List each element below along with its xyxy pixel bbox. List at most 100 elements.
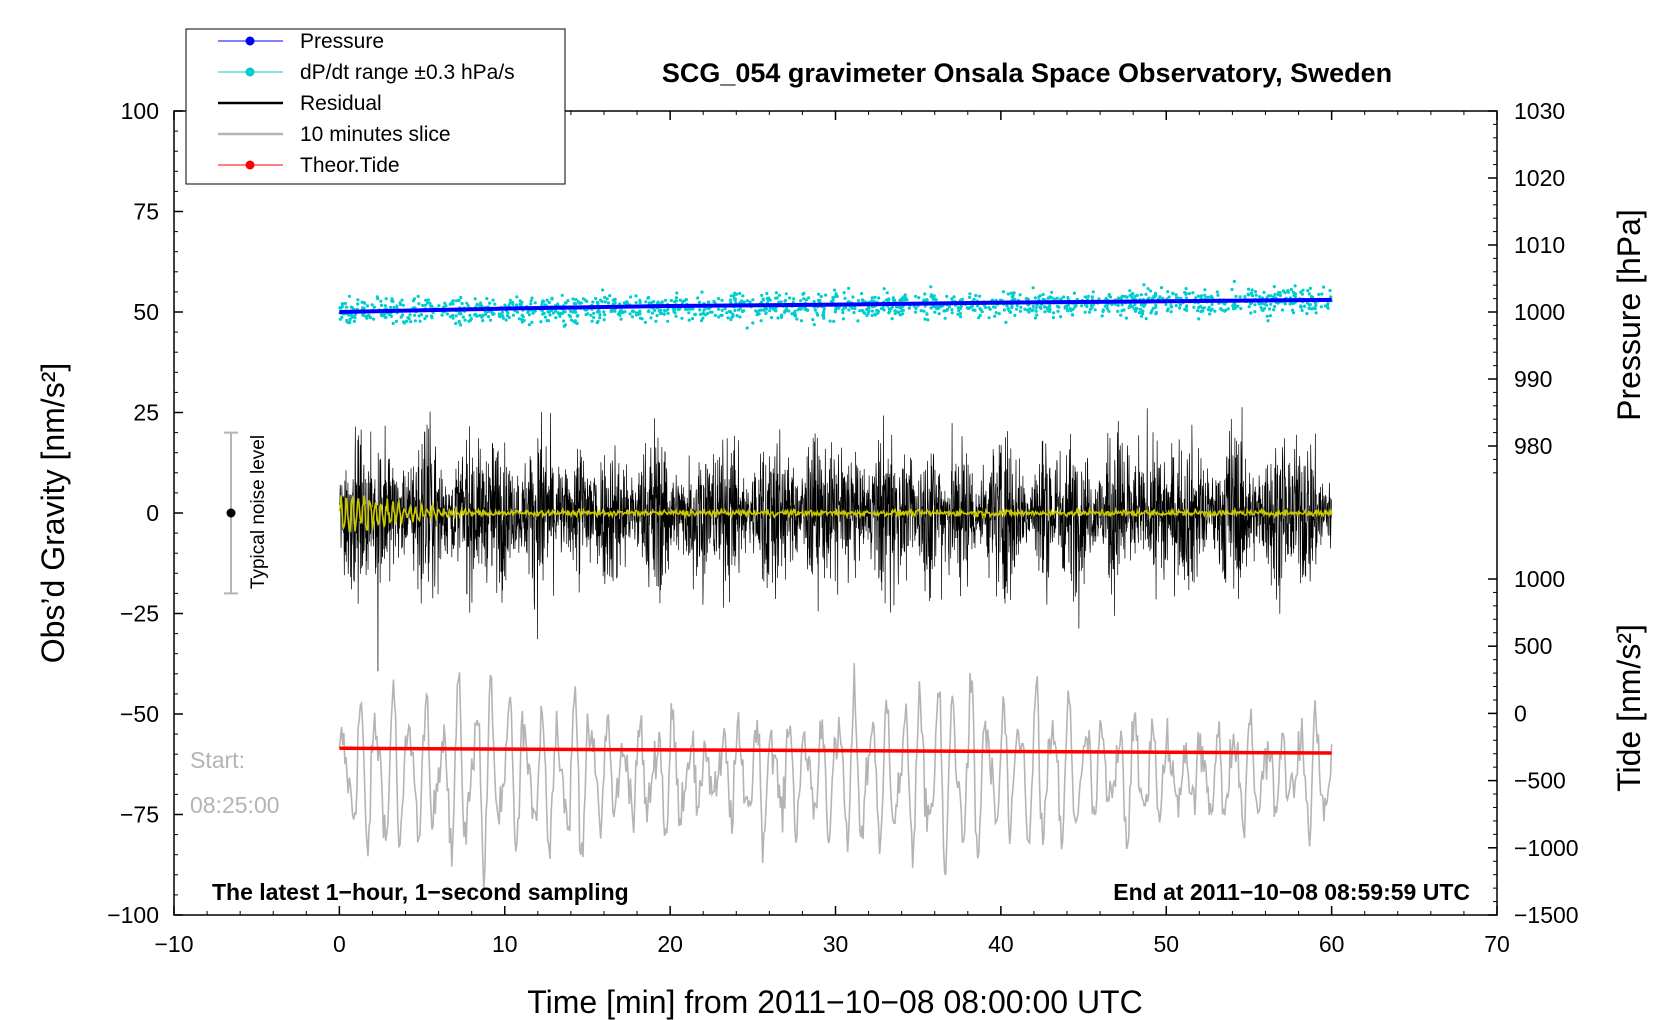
y-left-tick-label: 25 xyxy=(133,400,159,426)
dpdt-point xyxy=(1106,307,1110,311)
dpdt-point xyxy=(687,311,691,315)
dpdt-point xyxy=(1226,307,1230,311)
dpdt-point xyxy=(735,292,739,296)
dpdt-point xyxy=(1232,279,1236,283)
dpdt-point xyxy=(958,311,963,316)
dpdt-point xyxy=(1107,309,1111,313)
dpdt-point xyxy=(1116,303,1120,307)
dpdt-point xyxy=(748,300,752,304)
dpdt-point xyxy=(1023,307,1027,311)
y-left-tick-label: −100 xyxy=(107,902,159,928)
legend-label: Theor.Tide xyxy=(300,154,400,177)
dpdt-point xyxy=(1303,304,1307,308)
dpdt-point xyxy=(409,320,413,324)
dpdt-point xyxy=(503,303,507,307)
dpdt-point xyxy=(1251,294,1255,298)
dpdt-point xyxy=(1146,287,1150,291)
dpdt-point xyxy=(338,306,342,310)
dpdt-point xyxy=(1007,309,1011,313)
dpdt-point xyxy=(720,313,724,317)
dpdt-point xyxy=(801,292,805,296)
dpdt-point xyxy=(1196,309,1200,313)
dpdt-point xyxy=(426,301,430,305)
dpdt-point xyxy=(769,316,774,320)
dpdt-point xyxy=(993,314,997,318)
dpdt-point xyxy=(1010,295,1014,299)
dpdt-point xyxy=(832,288,837,292)
dpdt-point xyxy=(882,287,886,291)
dpdt-point xyxy=(353,316,357,320)
dpdt-point xyxy=(887,297,891,301)
dpdt-point xyxy=(1154,310,1158,315)
dpdt-point xyxy=(783,299,787,303)
dpdt-point xyxy=(390,297,394,301)
dpdt-point xyxy=(844,306,848,310)
dpdt-point xyxy=(417,302,421,306)
dpdt-point xyxy=(712,299,716,304)
dpdt-point xyxy=(974,293,978,298)
dpdt-point xyxy=(873,312,877,316)
dpdt-point xyxy=(1116,309,1120,313)
dpdt-point xyxy=(882,308,886,312)
dpdt-point xyxy=(603,295,607,300)
dpdt-point xyxy=(1041,292,1045,296)
dpdt-point xyxy=(819,295,823,299)
dpdt-point xyxy=(1203,288,1207,292)
dpdt-point xyxy=(572,301,576,306)
dpdt-point xyxy=(1038,305,1042,309)
dpdt-point xyxy=(1206,295,1211,299)
dpdt-point xyxy=(979,308,983,312)
dpdt-point xyxy=(356,298,360,302)
dpdt-point xyxy=(815,311,819,315)
legend-label: dP/dt range ±0.3 hPa/s xyxy=(300,61,515,84)
dpdt-point xyxy=(1216,293,1220,297)
dpdt-point xyxy=(1272,308,1276,312)
dpdt-point xyxy=(1070,313,1075,317)
tide-series xyxy=(339,746,1332,755)
dpdt-point xyxy=(459,323,463,327)
dpdt-point xyxy=(1314,303,1318,307)
dpdt-point xyxy=(821,314,826,318)
dpdt-point xyxy=(1005,304,1009,308)
dpdt-point xyxy=(1103,304,1107,308)
dpdt-point xyxy=(867,309,871,313)
dpdt-point xyxy=(971,308,975,312)
dpdt-point xyxy=(515,310,520,314)
dpdt-point xyxy=(1300,308,1304,313)
dpdt-point xyxy=(759,319,763,323)
dpdt-point xyxy=(972,297,976,301)
dpdt-point xyxy=(1201,309,1205,313)
dpdt-point xyxy=(841,317,846,321)
dpdt-point xyxy=(398,301,402,305)
dpdt-point xyxy=(713,313,717,317)
dpdt-point xyxy=(1204,295,1208,299)
dpdt-point xyxy=(1326,301,1330,306)
dpdt-point xyxy=(546,310,550,314)
dpdt-point xyxy=(630,315,635,319)
dpdt-point xyxy=(569,309,573,313)
dpdt-point xyxy=(520,318,524,322)
dpdt-point xyxy=(870,309,874,313)
dpdt-point xyxy=(383,304,387,308)
tide-tick-label: −1000 xyxy=(1514,835,1579,861)
dpdt-point xyxy=(1290,308,1295,312)
dpdt-point xyxy=(454,314,458,318)
dpdt-point xyxy=(545,298,549,302)
pressure-tick-label: 1020 xyxy=(1514,165,1565,191)
dpdt-point xyxy=(1138,307,1143,311)
dpdt-point xyxy=(501,316,506,320)
dpdt-point xyxy=(914,310,918,314)
dpdt-point xyxy=(852,311,856,315)
dpdt-point xyxy=(1257,302,1261,306)
legend-dot xyxy=(245,67,255,77)
dpdt-point xyxy=(542,311,546,315)
dpdt-point xyxy=(611,298,615,302)
dpdt-point xyxy=(1178,306,1182,310)
dpdt-point xyxy=(784,292,788,296)
dpdt-point xyxy=(649,301,654,305)
dpdt-point xyxy=(796,308,800,312)
dpdt-point xyxy=(932,294,936,298)
dpdt-point xyxy=(818,298,822,302)
dpdt-point xyxy=(630,309,635,313)
dpdt-point xyxy=(1267,307,1272,311)
